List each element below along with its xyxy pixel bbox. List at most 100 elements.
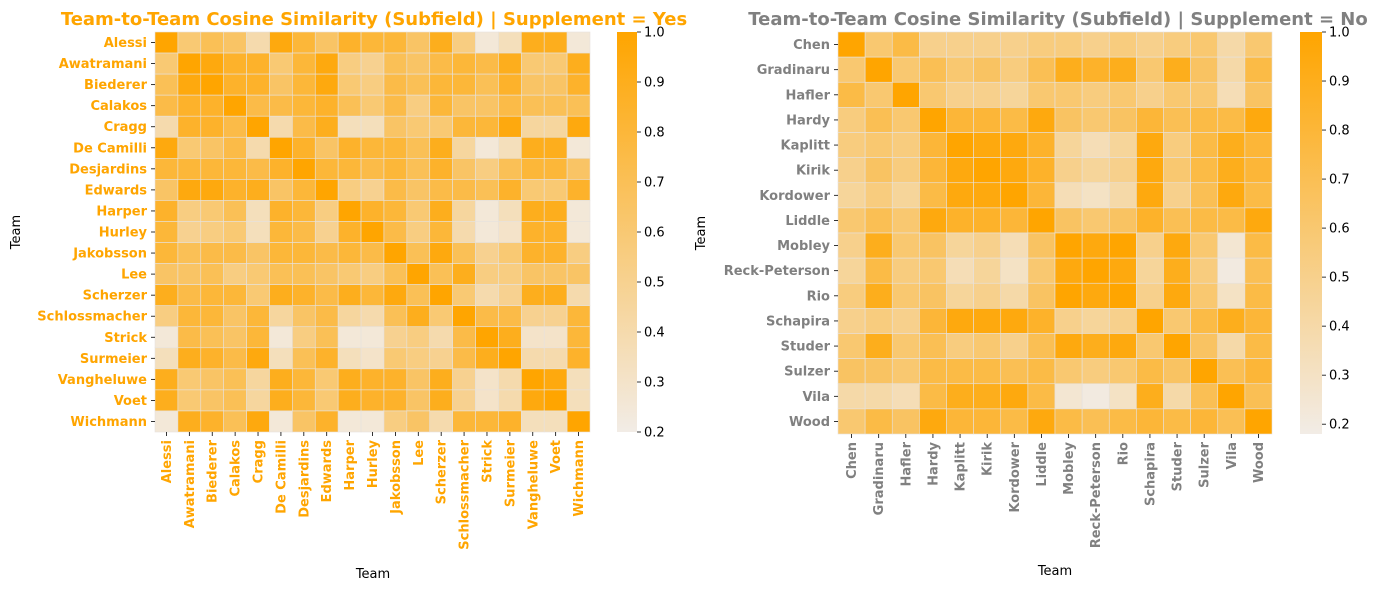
heatmap-cell: Chen / Rio: 0.55 (1108, 31, 1137, 58)
heatmap-cell: Kirik / Sulzer: 0.75 (1190, 157, 1219, 184)
heatmap-cell: Scherzer / Voet: 0.9 (543, 284, 568, 306)
heatmap-cell: Alessi / Harper: 0.85 (337, 31, 362, 54)
heatmap-cell: Hardy / Kirik: 0.8 (973, 107, 1002, 133)
heatmap-cell: Surmeier / Calakos: 0.75 (223, 347, 247, 370)
heatmap-cell: Wichmann / Lee: 0.65 (406, 410, 431, 433)
x-tick-label: Wood (1252, 442, 1267, 483)
heatmap-cell: Jakobsson / Schlossmacher: 0.7 (452, 242, 476, 264)
heatmap-cell: Scherzer / Cragg: 0.6 (246, 284, 270, 306)
heatmap-cell: Biederer / Awatramani: 0.95 (177, 73, 202, 96)
heatmap-cell: Kirik / Kaplitt: 0.95 (946, 157, 974, 184)
heatmap-cell: De Camilli / Scherzer: 0.9 (429, 136, 453, 159)
x-tick-label: De Camilli (274, 440, 289, 514)
heatmap-cell: Jakobsson / Lee: 0.7 (406, 242, 431, 264)
heatmap-cell: Mobley / Reck-Peterson: 0.95 (1081, 232, 1110, 259)
x-tick-label: Desjardins (297, 440, 312, 518)
heatmap-cell: Vangheluwe / Voet: 0.95 (543, 368, 568, 391)
heatmap-cell: Kaplitt / Gradinaru: 0.6 (864, 132, 893, 158)
heatmap-cell: Lee / Edwards: 0.65 (314, 263, 339, 285)
heatmap-cell: Edwards / Alessi: 0.65 (154, 179, 179, 201)
heatmap-cell: Studer / Chen: 0.6 (837, 333, 866, 359)
heatmap-cell: Strick / Biederer: 0.7 (200, 326, 224, 349)
heatmap-cell: Reck-Peterson / Sulzer: 0.55 (1190, 257, 1219, 284)
heatmap-cell: Calakos / Alessi: 0.75 (154, 94, 179, 117)
heatmap-cell: Harper / Schlossmacher: 0.45 (452, 200, 476, 222)
heatmap-cell: Strick / Lee: 0.55 (406, 326, 431, 349)
heatmap-cell: Harper / Surmeier: 0.35 (498, 200, 522, 222)
heatmap-cell: Wood / Liddle: 0.95 (1027, 408, 1056, 435)
heatmap-cell: Lee / Surmeier: 0.55 (498, 263, 522, 285)
heatmap-cell: Rio / Reck-Peterson: 0.95 (1081, 282, 1110, 309)
x-tick-label: Schapira (1143, 442, 1158, 506)
heatmap-cell: Scherzer / Schlossmacher: 0.6 (452, 284, 476, 306)
heatmap-cell: Edwards / Vangheluwe: 0.6 (521, 179, 545, 201)
heatmap-cell: Kordower / Hardy: 0.75 (919, 182, 947, 209)
heatmap-cell: Jakobsson / Desjardins: 0.8 (292, 242, 316, 264)
colorbar-tick-label: 0.5 (1329, 271, 1350, 286)
colorbar-tick-label: 0.7 (644, 176, 665, 191)
heatmap-cell: Scherzer / Wichmann: 0.4 (566, 284, 591, 306)
heatmap-cell: Voet / Edwards: 0.6 (314, 389, 339, 412)
heatmap-cell: Liddle / Wood: 0.95 (1244, 207, 1273, 234)
heatmap-cell: Surmeier / Vangheluwe: 0.4 (521, 347, 545, 370)
heatmap-cell: Chen / Schapira: 0.5 (1136, 31, 1164, 58)
heatmap-cell: Desjardins / Calakos: 0.8 (223, 158, 247, 180)
heatmap-cell: Sulzer / Kordower: 0.7 (1000, 358, 1029, 385)
heatmap-cell: Calakos / Vangheluwe: 0.7 (521, 94, 545, 117)
heatmap-cell: Kaplitt / Studer: 0.55 (1163, 132, 1191, 158)
heatmap-cell: Scherzer / Vangheluwe: 0.9 (521, 284, 545, 306)
heatmap-cell: De Camilli / Voet: 0.9 (543, 136, 568, 159)
heatmap-cell: Alessi / Schlossmacher: 0.55 (452, 31, 476, 54)
heatmap-cell: Liddle / Kordower: 0.8 (1000, 207, 1029, 234)
heatmap-cell: Biederer / Hurley: 0.55 (360, 73, 385, 96)
y-tick-label: Wichmann (70, 415, 147, 430)
heatmap-cell: Schapira / Kordower: 0.95 (1000, 308, 1029, 334)
heatmap-cell: Calakos / Surmeier: 0.75 (498, 94, 522, 117)
heatmap-cell: Schlossmacher / Edwards: 0.75 (314, 305, 339, 328)
heatmap-cell: Schlossmacher / Scherzer: 0.6 (429, 305, 453, 328)
heatmap-cell: Harper / Lee: 0.6 (406, 200, 431, 222)
heatmap-cell: Wichmann / Jakobsson: 0.55 (383, 410, 408, 433)
heatmap-cell: Sulzer / Schapira: 0.75 (1136, 358, 1164, 385)
heatmap-cell: Vangheluwe / Strick: 0.3 (475, 368, 499, 391)
heatmap-cell: Cragg / Strick: 0.8 (475, 115, 499, 138)
heatmap-cell: Kaplitt / Reck-Peterson: 0.35 (1081, 132, 1110, 158)
heatmap-cell: Awatramani / Desjardins: 0.8 (292, 52, 316, 75)
heatmap-cell: Wood / Schapira: 0.8 (1136, 408, 1164, 435)
heatmap-cell: Kordower / Kordower: 1 (1000, 182, 1029, 209)
heatmap-cell: Vila / Kirik: 0.9 (973, 383, 1002, 410)
heatmap-cell: Hafler / Gradinaru: 0.6 (864, 81, 893, 108)
heatmap-cell: Awatramani / Wichmann: 0.9 (566, 52, 591, 75)
heatmap-cell: Hardy / Kaplitt: 0.8 (946, 107, 974, 133)
heatmap-cell: Vila / Vila: 1 (1217, 383, 1246, 410)
heatmap-cell: Chen / Hardy: 0.5 (919, 31, 947, 58)
heatmap-cell: Kaplitt / Sulzer: 0.75 (1190, 132, 1219, 158)
heatmap-cell: Scherzer / Strick: 0.4 (475, 284, 499, 306)
y-tick-label: Desjardins (69, 162, 147, 177)
heatmap-cell: De Camilli / Vangheluwe: 0.9 (521, 136, 545, 159)
heatmap-cell: Studer / Gradinaru: 0.9 (864, 333, 893, 359)
heatmap-cell: Gradinaru / Hafler: 0.6 (891, 56, 920, 83)
heatmap-cell: Mobley / Gradinaru: 0.9 (864, 232, 893, 259)
x-tick-label: Wichmann (572, 440, 587, 517)
heatmap-cell: Voet / Scherzer: 0.9 (429, 389, 453, 412)
heatmap-cell: Rio / Kordower: 0.4 (1000, 282, 1029, 309)
heatmap-cell: Wichmann / Vangheluwe: 0.35 (521, 410, 545, 433)
heatmap-cell: Desjardins / Wichmann: 0.65 (566, 158, 591, 180)
heatmap-cell: Biederer / Cragg: 0.85 (246, 73, 270, 96)
heatmap-cell: Biederer / Edwards: 0.95 (314, 73, 339, 96)
heatmap-cell: Liddle / Hardy: 0.95 (919, 207, 947, 234)
heatmap-cell: Rio / Sulzer: 0.6 (1190, 282, 1219, 309)
heatmap-cell: Gradinaru / Sulzer: 0.65 (1190, 56, 1219, 83)
heatmap-cell: Reck-Peterson / Reck-Peterson: 1 (1081, 257, 1110, 284)
heatmap-cell: Calakos / Harper: 0.7 (337, 94, 362, 117)
heatmap-cell: Wichmann / Strick: 0.8 (475, 410, 499, 433)
colorbar-tick-label: 0.3 (644, 376, 665, 391)
heatmap-cell: Scherzer / Harper: 0.9 (337, 284, 362, 306)
heatmap-cell: Harper / De Camilli: 0.85 (269, 200, 293, 222)
heatmap-cell: Biederer / Scherzer: 0.8 (429, 73, 453, 96)
heatmap-cell: Desjardins / Cragg: 0.75 (246, 158, 270, 180)
heatmap-cell: Scherzer / De Camilli: 0.9 (269, 284, 293, 306)
heatmap-cell: Lee / De Camilli: 0.7 (269, 263, 293, 285)
